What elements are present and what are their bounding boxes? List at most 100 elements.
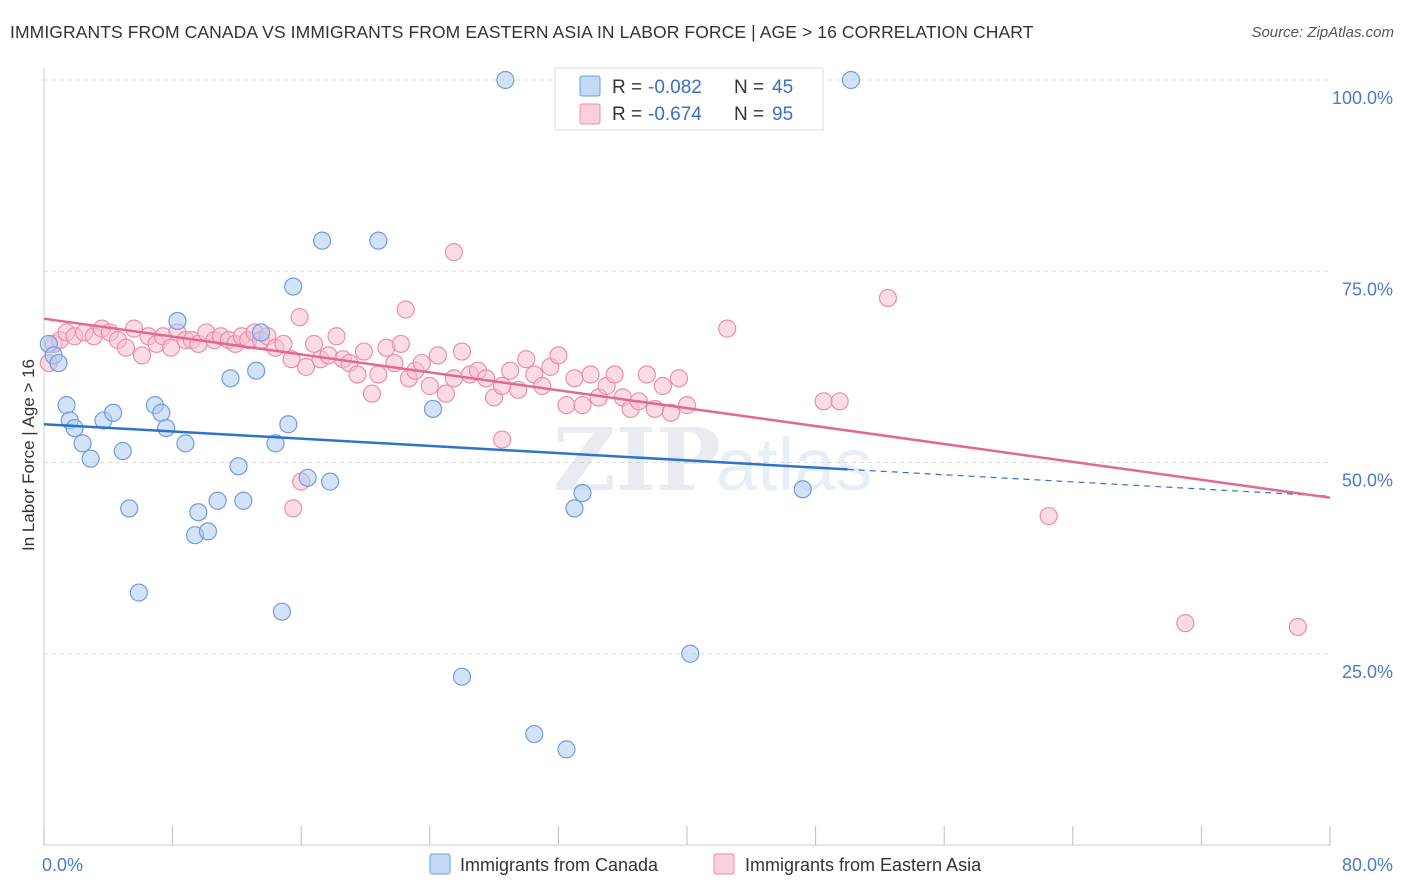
easia-point xyxy=(420,376,439,396)
canada-point xyxy=(272,602,292,621)
canada-point xyxy=(251,323,271,342)
easia-point xyxy=(428,346,447,365)
easia-point xyxy=(391,334,410,354)
x-tick-label: 0.0% xyxy=(42,855,83,875)
easia-point xyxy=(517,350,536,369)
easia-point xyxy=(1039,506,1058,526)
canada-point xyxy=(113,441,132,461)
easia-point xyxy=(348,365,367,384)
easia-point xyxy=(412,353,431,373)
canada-point xyxy=(321,472,340,491)
canada-point xyxy=(525,724,544,744)
easia-point xyxy=(327,327,346,346)
easia-point xyxy=(814,392,833,411)
canada-point xyxy=(152,403,171,422)
easia-point xyxy=(557,396,576,415)
axes xyxy=(43,68,1331,846)
legend-n-label-easia: N = xyxy=(734,104,764,125)
bottom-legend-swatch-canada xyxy=(429,853,451,875)
easia-point xyxy=(274,334,293,354)
canada-point xyxy=(104,403,123,422)
canada-point xyxy=(681,644,700,663)
tick-labels: 25.0% 50.0% 75.0% 100.0% 0.0% 80.0% xyxy=(42,88,1393,875)
easia-point xyxy=(116,338,136,357)
easia-point xyxy=(304,334,324,354)
canada-point xyxy=(189,503,208,522)
canada-point xyxy=(369,231,388,250)
easia-point xyxy=(436,384,455,403)
trend-line-easia xyxy=(43,317,1331,499)
bottom-legend-label-canada: Immigrants from Canada xyxy=(460,855,659,875)
easia-point xyxy=(718,319,737,338)
easia-point xyxy=(369,365,388,384)
legend-n-value-easia: 95 xyxy=(772,104,793,125)
easia-point xyxy=(653,376,672,396)
legend-r-value-canada: -0.082 xyxy=(648,77,702,98)
canada-point xyxy=(208,491,227,510)
bottom-legend-swatch-easia xyxy=(713,853,735,875)
canada-point xyxy=(176,434,195,453)
canada-point xyxy=(198,522,218,541)
easia-point xyxy=(581,365,600,384)
canada-point xyxy=(573,484,592,503)
legend-swatch-canada xyxy=(579,75,601,97)
canada-point xyxy=(298,468,317,487)
canada-point xyxy=(284,277,303,296)
legend-swatch-easia xyxy=(579,103,601,125)
easia-point xyxy=(290,308,309,327)
easia-point xyxy=(354,342,373,361)
easia-point xyxy=(444,243,464,262)
easia-point xyxy=(661,403,681,422)
series-legend: Immigrants from Canada Immigrants from E… xyxy=(429,853,982,875)
canada-point xyxy=(81,449,100,468)
canada-point xyxy=(157,418,176,438)
canada-point xyxy=(496,70,515,90)
easia-point xyxy=(677,396,697,415)
x-tick-label: 80.0% xyxy=(1342,855,1393,875)
canada-point xyxy=(423,399,443,419)
easia-point xyxy=(669,369,689,388)
canada-point xyxy=(234,491,253,510)
series-eastern-asia-points xyxy=(39,243,1307,637)
trend-lines xyxy=(43,317,1331,499)
canada-point xyxy=(49,353,68,373)
canada-point xyxy=(221,369,240,388)
easia-point xyxy=(549,346,568,365)
source-credit: Source: ZipAtlas.com xyxy=(1251,24,1394,41)
canada-point xyxy=(793,480,812,499)
canada-point xyxy=(120,499,139,518)
stats-legend: R = -0.082 N = 45 R = -0.674 N = 95 xyxy=(554,67,824,131)
canada-point xyxy=(168,311,187,331)
easia-point xyxy=(573,396,592,415)
easia-point xyxy=(565,369,584,388)
canada-point xyxy=(266,434,285,453)
easia-point xyxy=(493,376,512,396)
easia-point xyxy=(830,392,849,411)
easia-point xyxy=(501,361,520,380)
canada-point xyxy=(841,70,861,90)
canada-point xyxy=(279,415,298,434)
easia-point xyxy=(132,346,152,365)
legend-r-label-easia: R = xyxy=(612,104,642,125)
canada-point xyxy=(565,499,584,518)
legend-n-value-canada: 45 xyxy=(772,77,793,98)
canada-point xyxy=(452,667,472,686)
easia-point xyxy=(637,365,656,384)
canada-point xyxy=(557,740,576,759)
canada-point xyxy=(229,457,248,476)
legend-n-label-canada: N = xyxy=(734,77,764,98)
canada-point xyxy=(129,583,148,602)
grid-lines xyxy=(44,79,1330,655)
canada-point xyxy=(57,396,76,415)
easia-point xyxy=(296,357,316,376)
trend-line-canada-extension xyxy=(847,468,1331,497)
series-canada-points xyxy=(39,70,861,759)
easia-point xyxy=(1176,614,1195,633)
chart-title: IMMIGRANTS FROM CANADA VS IMMIGRANTS FRO… xyxy=(10,22,1034,42)
legend-r-label-canada: R = xyxy=(612,77,642,98)
trend-line-canada xyxy=(43,423,848,471)
y-tick-label: 50.0% xyxy=(1342,471,1393,491)
canada-point xyxy=(247,361,266,380)
y-axis-label: In Labor Force | Age > 16 xyxy=(19,359,38,551)
bottom-legend-label-easia: Immigrants from Eastern Asia xyxy=(745,855,982,875)
